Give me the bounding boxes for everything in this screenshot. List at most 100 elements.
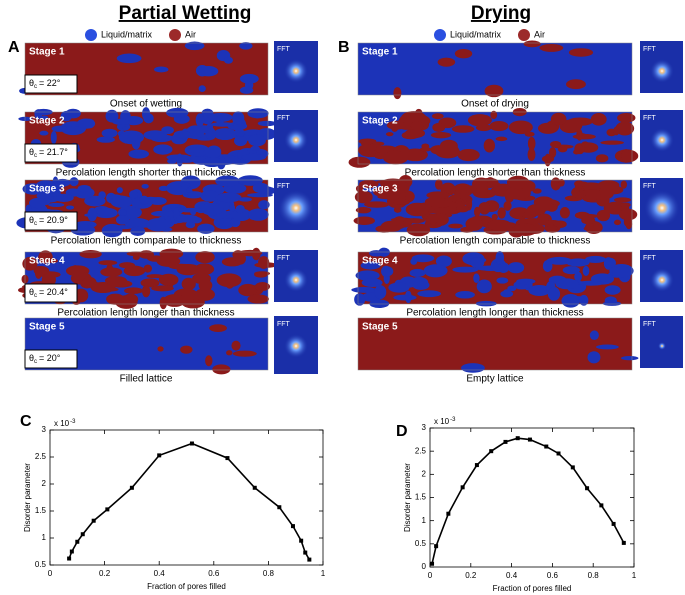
lattice-blob [41,180,49,191]
theta-symbol: θ [29,147,34,157]
lattice-blob [143,264,153,273]
x-axis-label: Fraction of pores filled [493,584,572,593]
lattice-blob [508,120,533,135]
theta-label: θc = 20.4° [29,287,68,298]
lattice-blob [105,109,119,123]
lattice-blob [434,179,443,190]
legend-label: Air [534,29,545,39]
lattice-blob [411,254,435,263]
x-tick-label: 1 [632,571,637,580]
stage-caption: Onset of drying [461,99,529,110]
x-tick-label: 0.2 [99,569,111,578]
lattice-blob [247,208,269,221]
lattice-blob [94,207,118,219]
lattice-blob [527,148,536,162]
lattice-blob [580,189,604,196]
data-point [430,561,435,566]
lattice-blob [559,207,570,219]
lattice-blob [254,282,271,292]
theta-subscript: c [34,221,37,227]
data-point [621,540,626,545]
lattice-blob [392,199,410,205]
lattice-blob [40,115,49,120]
theta-box [24,74,78,94]
lattice-blob [66,205,75,210]
lattice-blob [112,118,130,125]
legend-swatch [169,29,181,41]
lattice-blob [148,196,167,206]
fft-label: FFT [643,255,657,262]
lattice-blob [437,57,456,67]
lattice-blob [523,40,541,48]
lattice-blob [48,202,65,207]
lattice-blob [546,256,573,265]
stage-label: Stage 5 [362,322,398,333]
lattice-blob [69,177,79,187]
lattice-blob [566,79,586,90]
lattice-blob [528,285,551,296]
panel-title: Partial Wetting [119,3,252,24]
lattice-blob [232,350,257,357]
y-tick-label: 0.5 [35,560,47,569]
fft-label: FFT [277,115,291,122]
lattice-blob [507,285,517,292]
lattice-blob [22,256,38,271]
lattice-blob [376,179,400,184]
lattice-blob [212,364,231,375]
lattice-blob [553,220,567,229]
x-tick-label: 0.8 [263,569,275,578]
lattice-blob [156,255,181,267]
lattice-blob [50,130,57,145]
lattice-blob [154,66,169,73]
lattice-blob [25,204,32,214]
lattice-blob [491,213,498,220]
lattice-blob [239,86,254,94]
lattice-blob [537,122,558,134]
x-tick-label: 0.2 [465,571,477,580]
lattice-blob [198,85,206,93]
lattice-blob [432,122,446,132]
stage-label: Stage 5 [29,322,65,333]
lattice-blob [495,136,508,142]
data-point [503,439,508,444]
lattice-blob [194,263,215,275]
lattice-blob [184,41,205,51]
lattice-blob [461,363,485,373]
lattice-blob [409,276,429,289]
lattice-frame [357,42,633,96]
lattice-blob [123,265,146,277]
data-point [460,485,465,490]
lattice-blob [423,264,448,278]
data-point [225,456,230,461]
lattice-blob [483,138,496,153]
theta-value: = 20° [39,353,61,363]
data-point [189,441,194,446]
lattice-blob [132,254,140,261]
lattice-blob [417,290,442,298]
lattice-blob [254,271,268,278]
data-point [527,437,532,442]
fft-label: FFT [277,321,291,328]
stage-label: Stage 2 [29,116,65,127]
lattice-blob [158,273,179,286]
lattice-blob [404,128,426,139]
lattice-blob [38,250,53,264]
lattice-blob [419,147,432,152]
lattice-blob [465,217,483,231]
panel-letter: B [338,39,350,56]
lattice-blob [503,201,512,211]
lattice-blob [124,218,151,229]
lattice-blob [497,207,506,219]
lattice-blob [353,216,375,226]
lattice-blob [110,195,133,208]
lattice-blob [596,209,611,222]
lattice-blob [617,113,636,123]
lattice-blob [550,112,567,126]
lattice-blob [141,285,151,298]
data-point [489,449,494,454]
lattice-blob [248,134,266,147]
lattice-blob [604,285,621,295]
stage-caption: Percolation length shorter than thicknes… [405,168,586,179]
lattice-blob [359,180,379,189]
theta-symbol: θ [29,353,34,363]
